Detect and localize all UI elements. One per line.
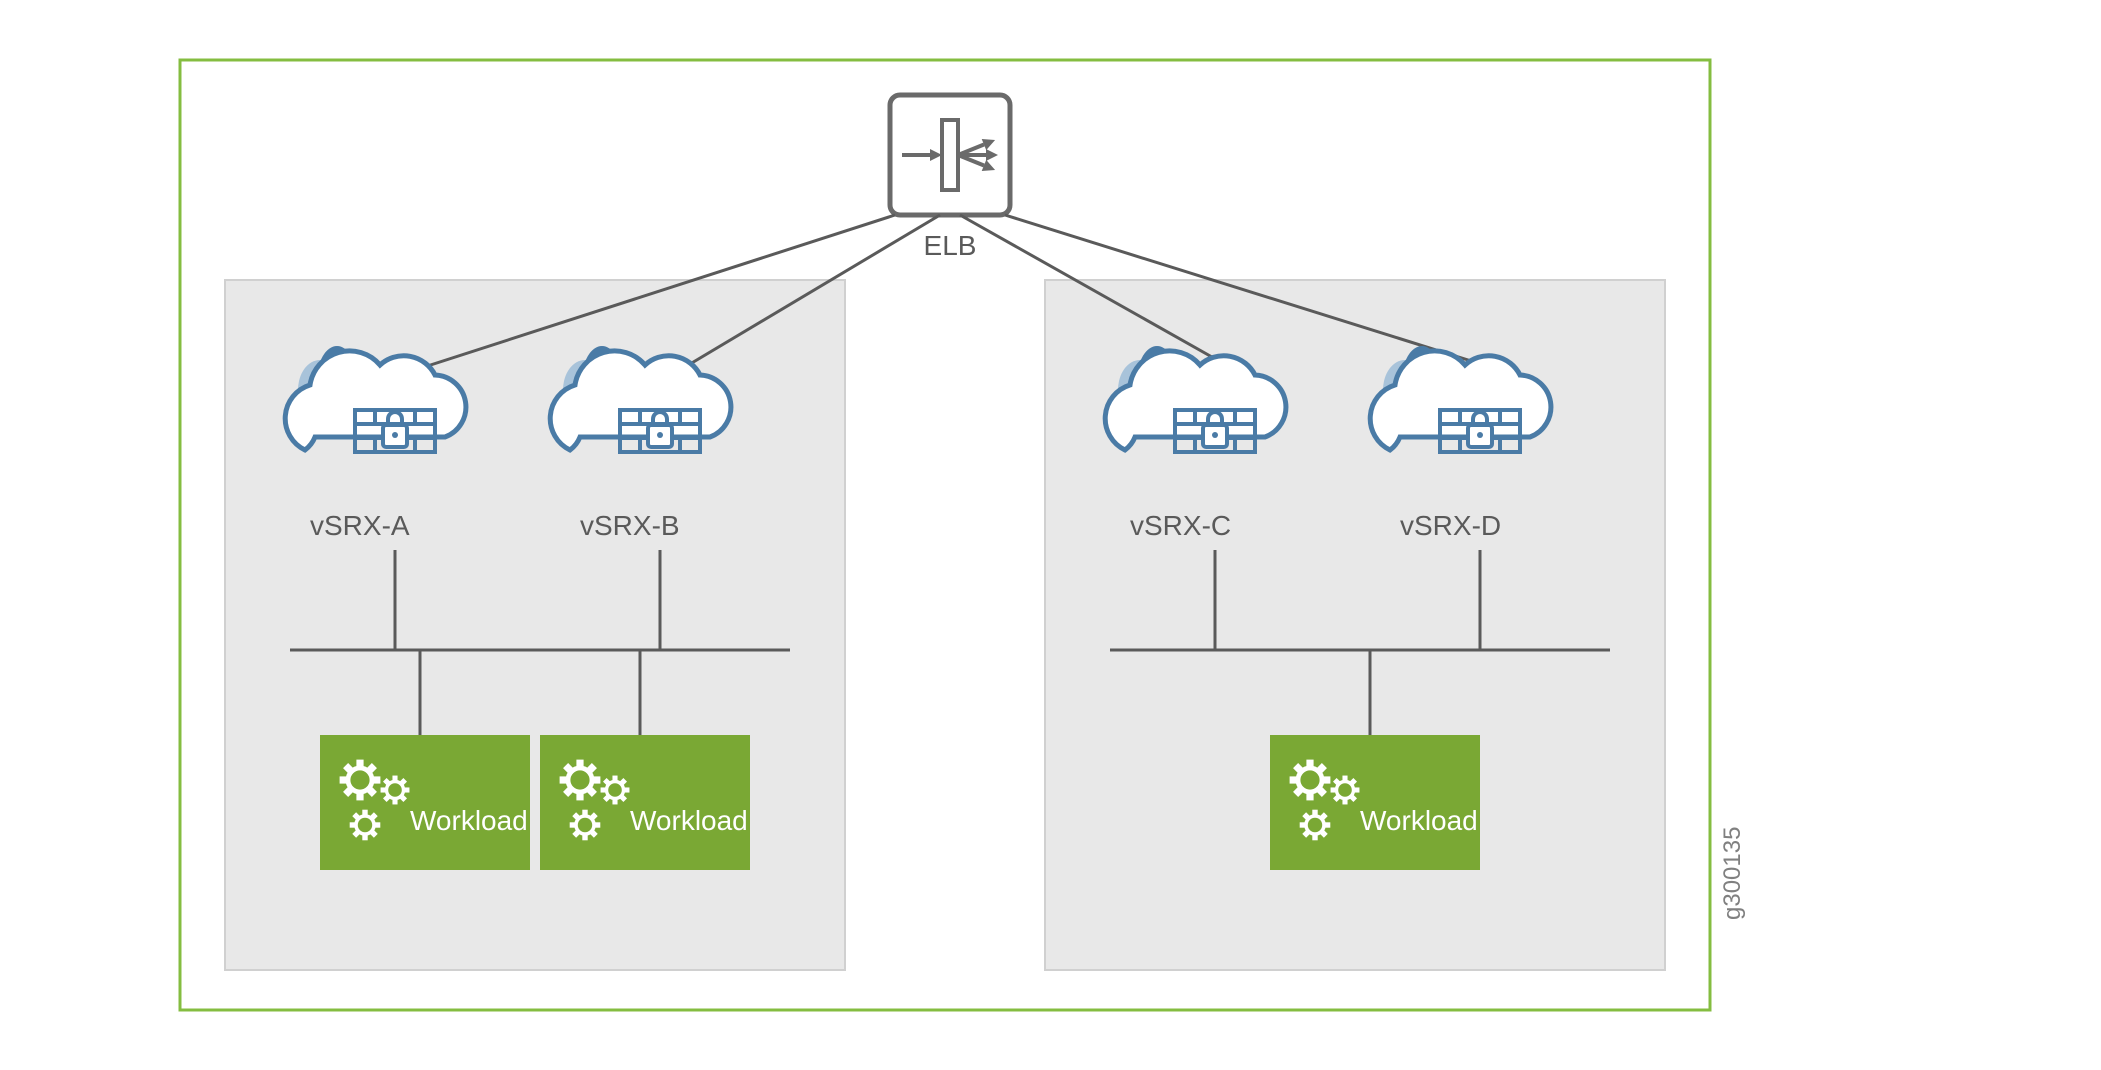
workload-label: Workload <box>1360 805 1478 836</box>
vsrx-label-d: vSRX-D <box>1400 510 1501 541</box>
vsrx-label-b: vSRX-B <box>580 510 680 541</box>
workload-label: Workload <box>630 805 748 836</box>
workload-box-3: Workload <box>1270 735 1480 870</box>
workload-box-1: Workload <box>320 735 530 870</box>
vsrx-label-c: vSRX-C <box>1130 510 1231 541</box>
workload-box-2: Workload <box>540 735 750 870</box>
svg-text:g300135: g300135 <box>1719 827 1746 920</box>
vsrx-label-a: vSRX-A <box>310 510 410 541</box>
figure-id: g300135 <box>1719 827 1746 920</box>
elb-label: ELB <box>924 230 977 261</box>
workload-label: Workload <box>410 805 528 836</box>
